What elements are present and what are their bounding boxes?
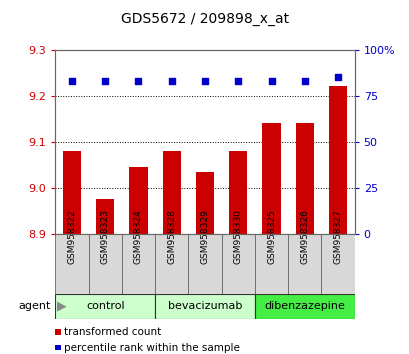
Bar (155, 294, 254, 319)
Bar (295, 123, 313, 234)
Point (301, 78, 307, 84)
Bar (155, 234, 188, 294)
Text: agent: agent (19, 301, 51, 311)
Text: GSM958326: GSM958326 (299, 209, 308, 264)
Text: GDS5672 / 209898_x_at: GDS5672 / 209898_x_at (121, 12, 288, 27)
Text: ▶: ▶ (57, 300, 67, 313)
Point (69, 78, 75, 84)
Bar (162, 151, 180, 234)
Bar (321, 234, 354, 294)
Bar (63, 151, 81, 234)
Text: bevacizumab: bevacizumab (167, 301, 242, 311)
Text: GSM958324: GSM958324 (134, 209, 143, 264)
Bar (288, 234, 321, 294)
Point (201, 78, 208, 84)
Bar (262, 123, 280, 234)
Text: percentile rank within the sample: percentile rank within the sample (64, 343, 240, 353)
Bar (196, 172, 213, 234)
Bar (55, 294, 155, 319)
Bar (254, 294, 354, 319)
Point (102, 78, 108, 84)
Bar (121, 234, 155, 294)
Point (334, 74, 340, 80)
Bar (88, 234, 121, 294)
Bar (328, 86, 346, 234)
Point (168, 78, 175, 84)
Bar (188, 234, 221, 294)
Text: GSM958328: GSM958328 (167, 209, 176, 264)
Text: GSM958327: GSM958327 (333, 209, 342, 264)
Bar (229, 151, 247, 234)
Text: transformed count: transformed count (64, 327, 161, 337)
Text: GSM958329: GSM958329 (200, 209, 209, 264)
Bar (221, 234, 254, 294)
Text: GSM958330: GSM958330 (233, 209, 242, 264)
Text: control: control (86, 301, 124, 311)
Text: dibenzazepine: dibenzazepine (264, 301, 344, 311)
Point (234, 78, 241, 84)
Bar (129, 167, 147, 234)
Point (135, 78, 142, 84)
Point (267, 78, 274, 84)
Text: GSM958325: GSM958325 (266, 209, 275, 264)
Bar (254, 234, 288, 294)
Bar (96, 199, 114, 234)
Bar (55, 234, 88, 294)
Text: GSM958323: GSM958323 (101, 209, 110, 264)
Text: GSM958322: GSM958322 (67, 209, 76, 264)
